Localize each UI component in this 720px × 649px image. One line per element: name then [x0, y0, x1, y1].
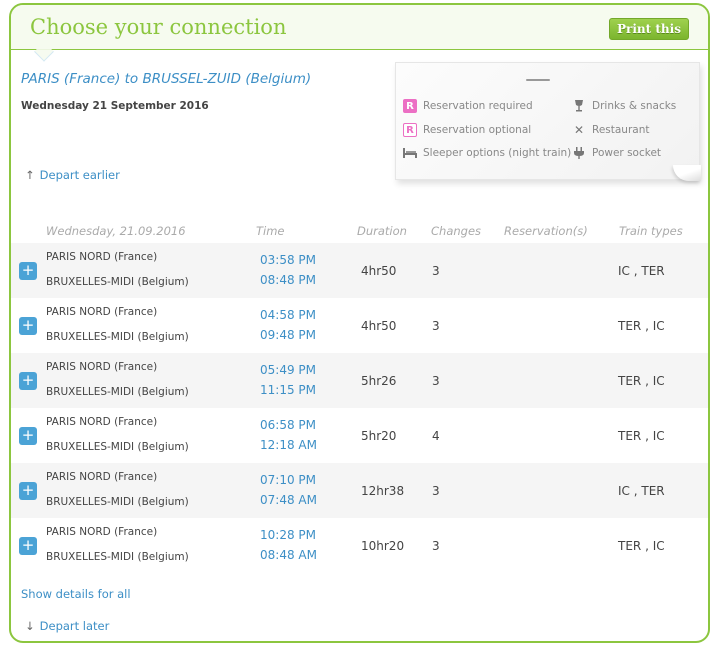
arrival-time: 12:18 AM — [260, 438, 317, 452]
expand-button[interactable]: + — [19, 317, 37, 335]
changes: 3 — [432, 539, 440, 553]
changes: 3 — [432, 319, 440, 333]
arrow-up-icon: ↑ — [25, 168, 35, 182]
train-types: TER , IC — [618, 374, 665, 388]
legend-label: Drinks & snacks — [592, 100, 677, 112]
table-row[interactable]: + PARIS NORD (France) BRUXELLES-MIDI (Be… — [11, 408, 708, 463]
duration: 4hr50 — [361, 319, 397, 333]
changes: 3 — [432, 374, 440, 388]
col-changes: Changes — [431, 224, 482, 238]
train-types: IC , TER — [618, 264, 665, 278]
train-types: TER , IC — [618, 539, 665, 553]
col-train-types: Train types — [619, 224, 683, 238]
restaurant-icon: ✕ — [573, 123, 585, 137]
route-date: Wednesday 21 September 2016 — [21, 100, 209, 112]
legend-restaurant: ✕ Restaurant — [572, 123, 650, 137]
from-station: PARIS NORD (France) — [46, 251, 158, 263]
from-station: PARIS NORD (France) — [46, 526, 158, 538]
legend-power-socket: Power socket — [572, 146, 661, 160]
legend-drinks: Drinks & snacks — [572, 99, 676, 113]
legend-label: Sleeper options (night train) — [423, 147, 572, 159]
duration: 5hr20 — [361, 429, 397, 443]
drinks-icon — [572, 99, 586, 113]
power-socket-icon — [572, 146, 586, 160]
train-types: TER , IC — [618, 319, 665, 333]
legend-label: Restaurant — [592, 124, 650, 136]
train-types: IC , TER — [618, 484, 665, 498]
expand-button[interactable]: + — [19, 537, 37, 555]
legend-label: Reservation optional — [423, 124, 532, 136]
table-row[interactable]: + PARIS NORD (France) BRUXELLES-MIDI (Be… — [11, 243, 708, 298]
legend-box: R Reservation required R Reservation opt… — [395, 62, 701, 181]
to-station: BRUXELLES-MIDI (Belgium) — [46, 386, 189, 398]
depart-earlier-link[interactable]: ↑ Depart earlier — [25, 168, 120, 182]
show-details-all-link[interactable]: Show details for all — [21, 587, 131, 601]
table-row[interactable]: + PARIS NORD (France) BRUXELLES-MIDI (Be… — [11, 298, 708, 353]
legend-reservation-required: R Reservation required — [403, 99, 533, 113]
to-station: BRUXELLES-MIDI (Belgium) — [46, 441, 189, 453]
to-station: BRUXELLES-MIDI (Belgium) — [46, 496, 189, 508]
departure-time: 03:58 PM — [260, 253, 316, 267]
depart-earlier-label: Depart earlier — [39, 168, 120, 182]
duration: 10hr20 — [361, 539, 405, 553]
departure-time: 06:58 PM — [260, 418, 316, 432]
from-station: PARIS NORD (France) — [46, 416, 158, 428]
from-station: PARIS NORD (France) — [46, 306, 158, 318]
page-curl — [673, 165, 701, 181]
col-date: Wednesday, 21.09.2016 — [46, 224, 186, 238]
table-header: Wednesday, 21.09.2016 Time Duration Chan… — [11, 219, 708, 243]
page-title: Choose your connection — [30, 15, 287, 39]
depart-later-link[interactable]: ↓ Depart later — [25, 619, 109, 633]
table-row[interactable]: + PARIS NORD (France) BRUXELLES-MIDI (Be… — [11, 518, 708, 573]
departure-time: 05:49 PM — [260, 363, 316, 377]
to-station: BRUXELLES-MIDI (Belgium) — [46, 331, 189, 343]
arrival-time: 09:48 PM — [260, 328, 316, 342]
panel-header: Choose your connection Print this — [11, 5, 708, 50]
duration: 5hr26 — [361, 374, 397, 388]
expand-button[interactable]: + — [19, 372, 37, 390]
legend-label: Power socket — [592, 147, 662, 159]
col-time: Time — [256, 224, 285, 238]
table-row[interactable]: + PARIS NORD (France) BRUXELLES-MIDI (Be… — [11, 463, 708, 518]
print-button[interactable]: Print this — [609, 18, 689, 40]
changes: 3 — [432, 484, 440, 498]
arrow-down-icon: ↓ — [25, 619, 35, 633]
departure-time: 07:10 PM — [260, 473, 316, 487]
arrival-time: 08:48 PM — [260, 273, 316, 287]
connection-panel: Choose your connection Print this PARIS … — [9, 3, 710, 643]
arrival-time: 11:15 PM — [260, 383, 316, 397]
expand-button[interactable]: + — [19, 482, 37, 500]
reservation-optional-icon: R — [403, 123, 417, 137]
train-types: TER , IC — [618, 429, 665, 443]
duration: 12hr38 — [361, 484, 405, 498]
legend-label: Reservation required — [423, 100, 533, 112]
arrival-time: 08:48 AM — [260, 548, 317, 562]
expand-button[interactable]: + — [19, 427, 37, 445]
sleeper-icon — [403, 146, 417, 160]
arrival-time: 07:48 AM — [260, 493, 317, 507]
legend-divider — [526, 79, 550, 81]
connections-table: Wednesday, 21.09.2016 Time Duration Chan… — [11, 219, 708, 573]
to-station: BRUXELLES-MIDI (Belgium) — [46, 276, 189, 288]
col-duration: Duration — [357, 224, 407, 238]
legend-reservation-optional: R Reservation optional — [403, 123, 531, 137]
table-row[interactable]: + PARIS NORD (France) BRUXELLES-MIDI (Be… — [11, 353, 708, 408]
from-station: PARIS NORD (France) — [46, 471, 158, 483]
col-reservations: Reservation(s) — [504, 224, 588, 238]
expand-button[interactable]: + — [19, 262, 37, 280]
route-title: PARIS (France) to BRUSSEL-ZUID (Belgium) — [21, 71, 312, 87]
departure-time: 10:28 PM — [260, 528, 316, 542]
changes: 4 — [432, 429, 440, 443]
legend-sleeper: Sleeper options (night train) — [403, 146, 571, 160]
reservation-required-icon: R — [403, 99, 417, 113]
duration: 4hr50 — [361, 264, 397, 278]
changes: 3 — [432, 264, 440, 278]
from-station: PARIS NORD (France) — [46, 361, 158, 373]
to-station: BRUXELLES-MIDI (Belgium) — [46, 551, 189, 563]
departure-time: 04:58 PM — [260, 308, 316, 322]
depart-later-label: Depart later — [39, 619, 110, 633]
